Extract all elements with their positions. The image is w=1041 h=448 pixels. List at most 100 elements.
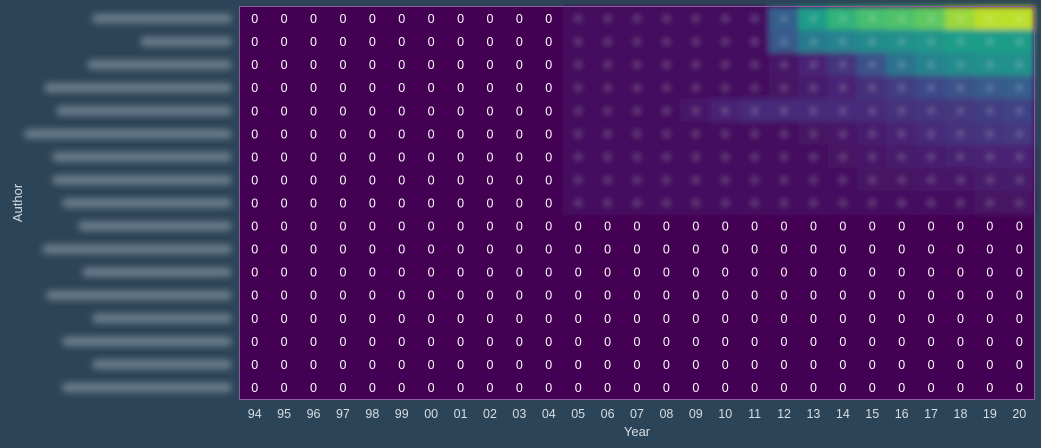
cell-label: 0: [957, 220, 964, 234]
heatmap-cell: [357, 283, 388, 308]
cell-label: 0: [869, 381, 876, 395]
blurred-cell-label: [780, 38, 788, 45]
heatmap-cell: [975, 214, 1005, 238]
cell-label: 0: [398, 150, 405, 164]
heatmap-cell: [592, 237, 623, 261]
blurred-cell-label: [898, 199, 905, 207]
heatmap-cell: [886, 329, 917, 354]
heatmap-cell: [534, 283, 564, 308]
cell-label: 0: [545, 81, 552, 95]
heatmap-cell: [504, 53, 535, 77]
heatmap-cell: [975, 352, 1005, 377]
blurred-cell-label: [898, 130, 905, 138]
heatmap-cell: [534, 352, 564, 377]
cell-label: 0: [339, 173, 346, 187]
heatmap-cell: [651, 283, 682, 308]
blurred-cell-label: [957, 84, 964, 91]
blurred-cell-label: [810, 199, 817, 207]
x-tick-label: 08: [659, 407, 673, 421]
heatmap-cell: [534, 375, 564, 400]
heatmap-cell: [240, 375, 270, 400]
heatmap-cell: [240, 53, 270, 77]
heatmap-cell: [328, 122, 358, 146]
heatmap-cell: [769, 306, 800, 331]
cell-label: 0: [869, 335, 876, 349]
heatmap-cell: [387, 191, 417, 215]
heatmap-cell: [681, 329, 711, 354]
cell-label: 0: [486, 81, 493, 95]
x-tick-label: 17: [924, 407, 938, 421]
heatmap-cell: [416, 168, 447, 192]
heatmap-cell: [886, 375, 917, 400]
x-tick-label: 96: [307, 407, 321, 421]
heatmap-cell: [769, 214, 800, 238]
cell-label: 0: [604, 220, 611, 234]
heatmap-cell: [534, 306, 564, 331]
cell-label: 0: [722, 266, 729, 280]
cell-label: 0: [692, 312, 699, 326]
blurred-cell-label: [869, 107, 876, 114]
blurred-cell-label: [574, 15, 582, 22]
heatmap-cell: [886, 260, 917, 285]
x-tick-label: 97: [336, 407, 350, 421]
blurred-cell-label: [722, 130, 729, 138]
heatmap-cell: [769, 237, 800, 261]
blurred-cell-label: [810, 84, 817, 91]
cell-label: 0: [516, 358, 523, 372]
heatmap-cell: [710, 375, 741, 400]
heatmap-cell: [445, 122, 476, 146]
heatmap-cell: [592, 375, 623, 400]
blurred-cell-label: [604, 61, 611, 68]
heatmap-cell: [739, 352, 770, 377]
blurred-cell-label: [633, 84, 641, 91]
blurred-cell-label: [722, 15, 729, 22]
y-tick-label: [56, 105, 232, 116]
y-tick-label: [42, 244, 232, 255]
blurred-cell-label: [927, 199, 935, 207]
heatmap-cell: [240, 168, 270, 192]
y-tick-label: [92, 359, 232, 370]
heatmap-cell: [240, 214, 270, 238]
blurred-cell-label: [1016, 15, 1023, 22]
cell-label: 0: [428, 104, 435, 118]
heatmap-cell: [945, 306, 976, 331]
blurred-cell-label: [839, 130, 847, 138]
cell-label: 0: [398, 335, 405, 349]
heatmap-cell: [269, 30, 300, 54]
cell-label: 0: [1016, 243, 1023, 257]
blurred-cell-label: [574, 84, 582, 91]
heatmap-cell: [828, 260, 858, 285]
cell-label: 0: [928, 266, 935, 280]
heatmap-cell: [357, 7, 388, 31]
heatmap-cell: [798, 352, 829, 377]
cell-label: 0: [310, 12, 317, 26]
blurred-cell-label: [604, 15, 611, 22]
heatmap-cell: [975, 283, 1005, 308]
blurred-cell-label: [722, 176, 729, 184]
heatmap-cell: [857, 283, 888, 308]
heatmap-cell: [328, 191, 358, 215]
cell-label: 0: [663, 381, 670, 395]
cell-label: 0: [281, 243, 288, 257]
blurred-cell-label: [898, 61, 905, 68]
heatmap-cell: [651, 329, 682, 354]
heatmap-cell: [504, 7, 535, 31]
heatmap-cell: [651, 375, 682, 400]
heatmap-cell: [298, 53, 329, 77]
heatmap-cell: [387, 214, 417, 238]
heatmap-cell: [475, 191, 505, 215]
cell-label: 0: [310, 104, 317, 118]
heatmap-cell: [387, 260, 417, 285]
cell-label: 0: [310, 35, 317, 49]
cell-label: 0: [839, 243, 846, 257]
heatmap-cell: [298, 283, 329, 308]
heatmap-cell: [475, 375, 505, 400]
cell-label: 0: [398, 197, 405, 211]
heatmap-cell: [269, 53, 300, 77]
heatmap-cell: [445, 306, 476, 331]
y-axis-title: Author: [10, 183, 25, 222]
heatmap-cell: [828, 283, 858, 308]
heatmap-cell: [357, 30, 388, 54]
x-axis-title: Year: [624, 424, 651, 439]
cell-label: 0: [692, 266, 699, 280]
